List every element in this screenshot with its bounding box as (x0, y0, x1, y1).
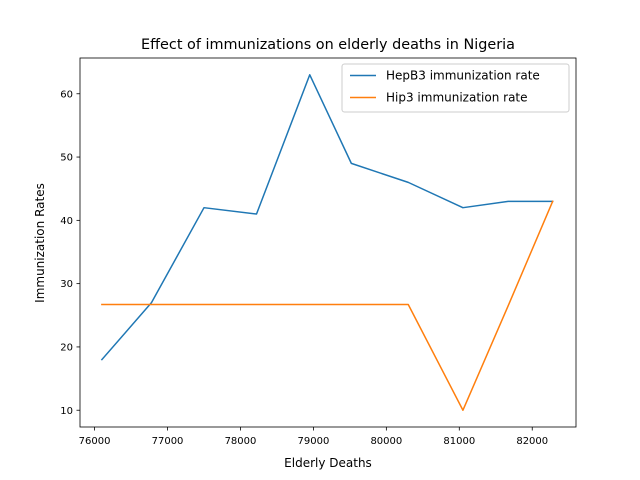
y-tick-label: 50 (60, 153, 73, 164)
legend: HepB3 immunization rate Hip3 immunization… (341, 63, 570, 113)
y-tick-label: 10 (60, 406, 73, 417)
legend-label-1: HepB3 immunization rate (386, 69, 540, 83)
y-axis-label: Immunization Rates (33, 183, 47, 303)
x-tick-label: 82000 (516, 436, 548, 447)
series-line-1 (100, 74, 554, 361)
y-tick-label: 20 (60, 343, 73, 354)
series-line-2 (101, 200, 554, 411)
axes: 76000 77000 78000 79000 80000 81000 82000 10 20 3… (60, 57, 577, 447)
x-tick-label: 77000 (152, 436, 184, 447)
plot-area (100, 74, 554, 411)
y-tick-label: 40 (60, 216, 73, 227)
chart-title: Effect of immunizations on elderly death… (141, 37, 515, 53)
y-tick-label: 60 (60, 89, 73, 100)
axes-frame (79, 57, 577, 428)
x-tick-label: 80000 (370, 436, 402, 447)
x-tick-label: 79000 (298, 436, 330, 447)
y-tick-label: 30 (60, 279, 73, 290)
x-tick-label: 78000 (225, 436, 257, 447)
x-axis-label: Elderly Deaths (284, 456, 372, 470)
x-tick-label: 76000 (79, 436, 111, 447)
legend-label-2: Hip3 immunization rate (386, 91, 528, 105)
x-tick-label: 81000 (443, 436, 475, 447)
legend-box (341, 63, 570, 113)
